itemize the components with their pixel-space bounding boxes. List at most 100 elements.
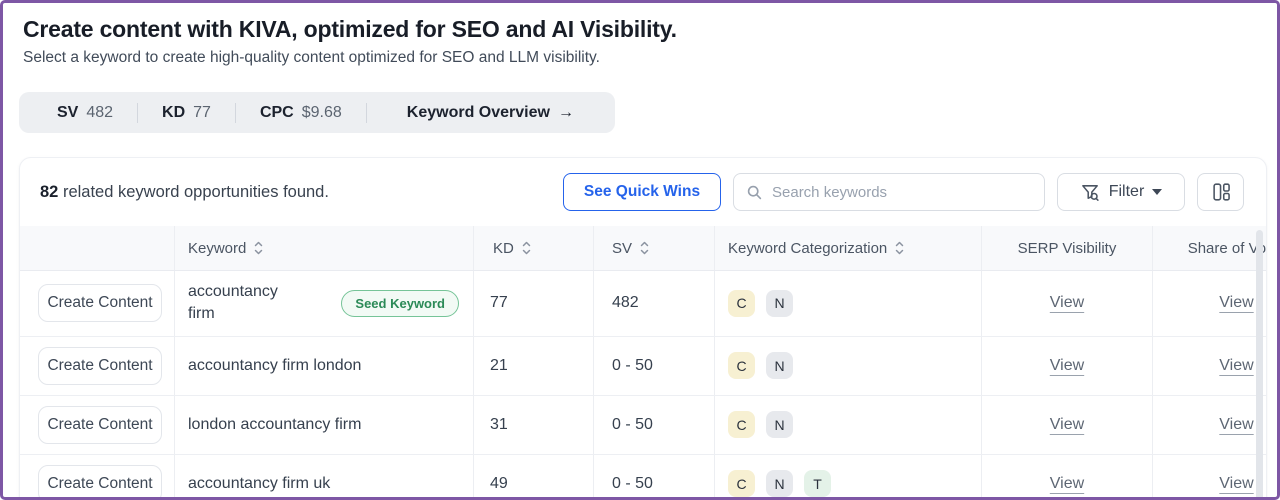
column-label: SERP Visibility bbox=[1017, 239, 1117, 257]
category-badge-t: T bbox=[804, 470, 831, 497]
column-header-serp-visibility: SERP Visibility bbox=[982, 226, 1153, 270]
sv-value: 482 bbox=[594, 271, 715, 336]
keyword-text: london accountancy firm bbox=[188, 415, 362, 433]
filter-button[interactable]: Filter bbox=[1057, 173, 1185, 211]
column-header-actions bbox=[20, 226, 175, 270]
keyword-text: accountancy firm london bbox=[188, 356, 362, 374]
stat-kd: KD 77 bbox=[138, 104, 235, 122]
share-of-voice-view-link[interactable]: View bbox=[1219, 474, 1254, 492]
kd-value: 49 bbox=[474, 454, 594, 497]
keyword-overview-label: Keyword Overview bbox=[406, 103, 550, 121]
table-row: Create Content accountancy firm Seed Key… bbox=[20, 271, 1266, 337]
search-icon bbox=[746, 184, 763, 201]
serp-visibility-view-link[interactable]: View bbox=[1049, 356, 1085, 374]
category-badge-c: C bbox=[728, 289, 755, 317]
keyword-cell: accountancy firm uk bbox=[188, 473, 459, 495]
column-label: Keyword bbox=[188, 239, 247, 257]
page-header: Create content with KIVA, optimized for … bbox=[3, 3, 1277, 67]
table-row: Create Content london accountancy firm 3… bbox=[20, 395, 1266, 455]
keyword-stats-bar: SV 482 KD 77 CPC $9.68 Keyword Overview … bbox=[19, 92, 615, 133]
create-content-button[interactable]: Create Content bbox=[38, 346, 162, 385]
columns-layout-icon bbox=[1210, 181, 1232, 203]
sv-value: 0 - 50 bbox=[594, 395, 715, 454]
table-row: Create Content accountancy firm london 2… bbox=[20, 336, 1266, 396]
sv-value: 0 - 50 bbox=[594, 454, 715, 497]
share-of-voice-view-link[interactable]: View bbox=[1219, 294, 1254, 312]
stat-sv: SV 482 bbox=[29, 104, 137, 122]
category-badge-n: N bbox=[766, 289, 793, 317]
filter-label: Filter bbox=[1108, 183, 1145, 200]
table-body: Create Content accountancy firm Seed Key… bbox=[20, 271, 1266, 497]
table-header-row: Keyword KD SV Keyword Categorization SER bbox=[20, 226, 1266, 271]
serp-visibility-view-link[interactable]: View bbox=[1049, 415, 1085, 433]
keyword-cell: accountancy firm london bbox=[188, 355, 459, 377]
category-badge-n: N bbox=[766, 470, 793, 497]
keyword-cell: london accountancy firm bbox=[188, 414, 459, 436]
keyword-overview-link[interactable]: Keyword Overview → bbox=[407, 104, 574, 122]
stat-value: 482 bbox=[86, 103, 114, 121]
results-count-number: 82 bbox=[40, 182, 59, 201]
stat-label: SV bbox=[57, 103, 79, 121]
sort-icon bbox=[253, 240, 264, 256]
share-of-voice-view-link[interactable]: View bbox=[1219, 356, 1254, 374]
category-badge-n: N bbox=[766, 411, 793, 439]
category-badge-c: C bbox=[728, 470, 755, 497]
results-count-text: related keyword opportunities found. bbox=[58, 182, 329, 201]
search-box[interactable] bbox=[733, 173, 1045, 211]
category-badge-c: C bbox=[728, 352, 755, 380]
filter-funnel-icon bbox=[1080, 182, 1101, 203]
column-header-share-of-voice: Share of Voice bbox=[1153, 226, 1266, 270]
stat-label: CPC bbox=[259, 103, 294, 121]
create-content-button[interactable]: Create Content bbox=[38, 405, 162, 444]
category-badge-c: C bbox=[728, 411, 755, 439]
chevron-down-icon bbox=[1152, 189, 1163, 195]
column-layout-button[interactable] bbox=[1197, 173, 1244, 211]
sv-value: 0 - 50 bbox=[594, 336, 715, 395]
table-row: Create Content accountancy firm uk 49 0 … bbox=[20, 454, 1266, 497]
column-label: Keyword Categorization bbox=[728, 239, 888, 257]
stat-label: KD bbox=[162, 103, 186, 121]
serp-visibility-view-link[interactable]: View bbox=[1049, 294, 1085, 312]
sort-icon bbox=[521, 240, 532, 256]
kd-value: 77 bbox=[474, 271, 594, 336]
serp-visibility-view-link[interactable]: View bbox=[1049, 474, 1085, 492]
page-title: Create content with KIVA, optimized for … bbox=[23, 16, 677, 42]
create-content-button[interactable]: Create Content bbox=[38, 464, 162, 497]
stat-value: $9.68 bbox=[301, 103, 342, 121]
divider bbox=[365, 102, 367, 123]
column-label: SV bbox=[612, 239, 633, 257]
column-header-kd[interactable]: KD bbox=[474, 226, 594, 270]
page-subtitle: Select a keyword to create high-quality … bbox=[23, 49, 600, 66]
divider bbox=[234, 102, 236, 123]
vertical-scrollbar[interactable] bbox=[1256, 230, 1263, 497]
keyword-results-card: 82 related keyword opportunities found. … bbox=[19, 157, 1267, 497]
keyword-text: accountancy firm uk bbox=[188, 474, 331, 492]
see-quick-wins-button[interactable]: See Quick Wins bbox=[563, 173, 721, 211]
sort-icon bbox=[894, 240, 905, 256]
column-header-keyword[interactable]: Keyword bbox=[175, 226, 474, 270]
category-badge-n: N bbox=[766, 352, 793, 380]
keyword-table: Keyword KD SV Keyword Categorization SER bbox=[20, 226, 1266, 497]
arrow-right-icon: → bbox=[557, 103, 574, 121]
stat-cpc: CPC $9.68 bbox=[236, 104, 366, 122]
results-count: 82 related keyword opportunities found. bbox=[40, 183, 551, 202]
column-label: KD bbox=[493, 239, 514, 257]
results-toolbar: 82 related keyword opportunities found. … bbox=[20, 158, 1266, 226]
kd-value: 21 bbox=[474, 336, 594, 395]
share-of-voice-view-link[interactable]: View bbox=[1219, 415, 1254, 433]
keyword-text: accountancy firm bbox=[188, 283, 278, 323]
keyword-cell: accountancy firm Seed Keyword bbox=[188, 281, 459, 326]
kd-value: 31 bbox=[474, 395, 594, 454]
column-label: Share of Voice bbox=[1187, 239, 1266, 257]
column-header-keyword-categorization[interactable]: Keyword Categorization bbox=[715, 226, 982, 270]
search-input[interactable] bbox=[772, 183, 1032, 201]
seed-keyword-badge: Seed Keyword bbox=[341, 289, 459, 317]
column-header-sv[interactable]: SV bbox=[594, 226, 715, 270]
divider bbox=[137, 102, 139, 123]
create-content-button[interactable]: Create Content bbox=[38, 284, 162, 323]
